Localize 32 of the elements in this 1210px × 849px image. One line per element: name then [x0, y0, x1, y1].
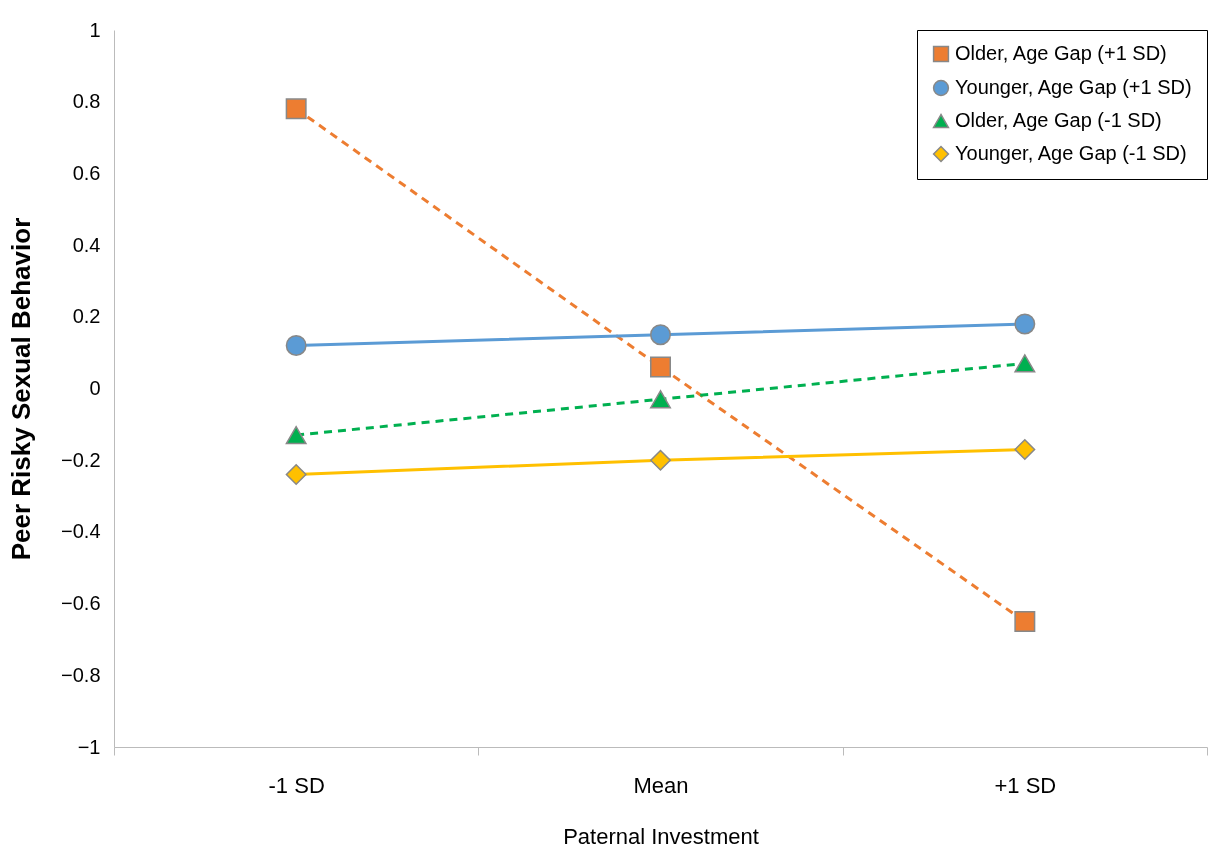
point: [285, 464, 307, 486]
y-tick-label: 0: [89, 377, 101, 399]
x-tick-label: Mean: [633, 772, 689, 798]
point: [285, 335, 307, 356]
point: [1014, 354, 1036, 373]
point: [650, 324, 671, 346]
legend-label: Older, Age Gap (-1 SD): [955, 109, 1162, 131]
legend-label: Younger, Age Gap (-1 SD): [955, 142, 1187, 164]
x-tick-label: -1 SD: [268, 772, 325, 798]
point: [285, 425, 307, 445]
y-tick-label: −0.6: [61, 592, 101, 615]
x-axis-title: Paternal Investment: [563, 823, 759, 849]
y-axis-title: Peer Risky Sexual Behavior: [6, 217, 37, 561]
y-tick-label: 0.4: [72, 233, 101, 256]
y-tick-label: 0.8: [72, 90, 101, 113]
point: [1014, 438, 1036, 460]
point: [650, 390, 671, 409]
y-tick-label: 1: [89, 18, 101, 41]
y-tick-label: −0.8: [61, 663, 101, 686]
point: [1014, 611, 1036, 633]
x-tick-label: +1 SD: [994, 772, 1057, 798]
y-tick-label: −0.4: [61, 520, 101, 543]
point: [1014, 313, 1036, 335]
legend-label: Younger, Age Gap (+1 SD): [955, 76, 1192, 98]
point: [650, 449, 671, 471]
y-tick-label: 0.6: [72, 161, 101, 184]
y-tick-label: −1: [77, 735, 101, 758]
y-tick-label: 0.2: [72, 305, 101, 328]
point: [285, 98, 307, 120]
legend-label: Older, Age Gap (+1 SD): [955, 42, 1167, 64]
y-tick-label: −0.2: [61, 448, 101, 471]
point: [650, 356, 671, 378]
